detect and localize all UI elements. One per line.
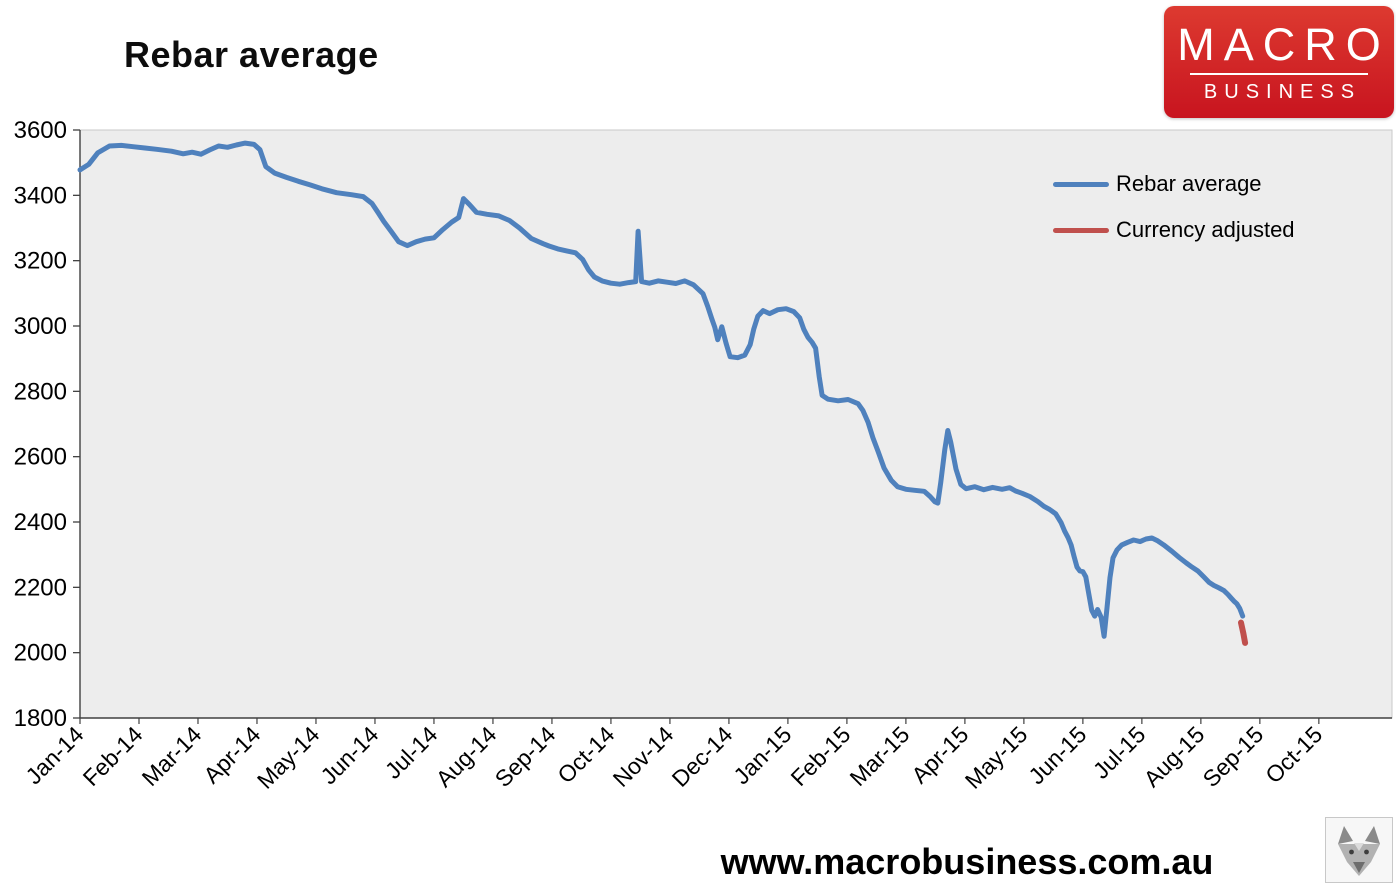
svg-text:Feb-15: Feb-15 xyxy=(786,721,856,791)
svg-text:Dec-14: Dec-14 xyxy=(667,721,738,792)
svg-text:1800: 1800 xyxy=(14,705,67,732)
website-url: www.macrobusiness.com.au xyxy=(720,841,1214,882)
svg-text:2400: 2400 xyxy=(14,509,67,536)
svg-text:Nov-14: Nov-14 xyxy=(608,721,679,792)
chart-legend: Rebar average Currency adjusted xyxy=(1053,170,1295,262)
legend-label-currency-adjusted: Currency adjusted xyxy=(1116,217,1295,242)
svg-text:Feb-14: Feb-14 xyxy=(78,721,148,791)
wolf-illustration xyxy=(1325,817,1393,883)
svg-text:Oct-14: Oct-14 xyxy=(552,721,619,788)
logo-text-macro: MACRO xyxy=(1177,19,1390,70)
svg-text:2800: 2800 xyxy=(14,378,67,405)
svg-text:Jan-15: Jan-15 xyxy=(728,721,796,789)
svg-text:2000: 2000 xyxy=(14,640,67,667)
svg-text:2200: 2200 xyxy=(14,574,67,601)
legend-line-sample-blue xyxy=(1053,181,1109,187)
svg-text:May-14: May-14 xyxy=(252,721,325,794)
svg-text:Jun-14: Jun-14 xyxy=(315,721,383,789)
legend-line-sample-red xyxy=(1053,227,1109,233)
legend-item-rebar-average: Rebar average xyxy=(1053,170,1295,198)
svg-text:Jun-15: Jun-15 xyxy=(1023,721,1091,789)
chart-title: Rebar average xyxy=(124,34,379,75)
svg-text:3000: 3000 xyxy=(14,313,67,340)
legend-label-rebar-average: Rebar average xyxy=(1116,171,1262,196)
legend-item-currency-adjusted: Currency adjusted xyxy=(1053,216,1295,244)
svg-text:3600: 3600 xyxy=(14,117,67,144)
svg-text:3200: 3200 xyxy=(14,248,67,275)
svg-text:Oct-15: Oct-15 xyxy=(1260,721,1327,788)
svg-text:Sep-14: Sep-14 xyxy=(490,721,561,792)
wolf-logo-image xyxy=(1325,817,1393,883)
svg-text:Aug-15: Aug-15 xyxy=(1139,721,1210,792)
svg-text:Aug-14: Aug-14 xyxy=(431,721,502,792)
svg-text:Sep-15: Sep-15 xyxy=(1198,721,1269,792)
svg-text:May-15: May-15 xyxy=(960,721,1033,794)
macrobusiness-logo: MACRO BUSINESS xyxy=(1164,6,1394,118)
logo-divider-line xyxy=(1190,73,1368,75)
svg-text:2600: 2600 xyxy=(14,444,67,471)
svg-text:Mar-15: Mar-15 xyxy=(845,721,915,791)
svg-text:Mar-14: Mar-14 xyxy=(137,721,207,791)
svg-text:3400: 3400 xyxy=(14,182,67,209)
logo-text-business: BUSINESS xyxy=(1203,81,1362,103)
